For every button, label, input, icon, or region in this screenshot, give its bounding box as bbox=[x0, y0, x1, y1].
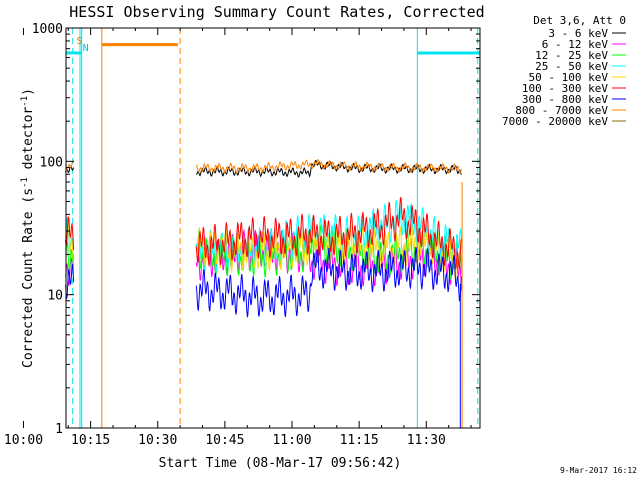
legend-label: 50 - 100 keV bbox=[529, 71, 609, 84]
x-tick-label: 11:30 bbox=[407, 433, 446, 448]
y-tick-label: 100 bbox=[40, 155, 63, 170]
timestamp-stamp: 9-Mar-2017 16:12 bbox=[560, 466, 637, 475]
legend-label: 7000 - 20000 keV bbox=[502, 115, 608, 128]
y-tick-label: 1 bbox=[55, 422, 63, 437]
y-tick-label: 10 bbox=[47, 289, 63, 304]
x-axis: 10:00 10:15 10:30 10:45 11:00 11:15 11:30 bbox=[4, 28, 472, 448]
y-axis-label-close: ) bbox=[21, 88, 36, 96]
saa-flag-letter: S bbox=[77, 36, 83, 47]
x-tick-label: 11:00 bbox=[272, 433, 311, 448]
legend-label: 300 - 800 keV bbox=[522, 93, 608, 106]
series-line bbox=[65, 197, 463, 270]
y-axis-label-tail: detector bbox=[21, 107, 36, 178]
y-axis-label-sup: -1 bbox=[20, 177, 30, 188]
x-tick-label: 10:00 bbox=[4, 433, 43, 448]
legend-label: 3 - 6 keV bbox=[548, 27, 608, 40]
legend-label: 6 - 12 keV bbox=[542, 38, 609, 51]
plot-area: SN bbox=[65, 28, 480, 428]
legend-label: 800 - 7000 keV bbox=[515, 104, 608, 117]
series-lines bbox=[65, 159, 463, 428]
x-axis-label: Start Time (08-Mar-17 09:56:42) bbox=[159, 456, 402, 471]
series-line bbox=[65, 159, 463, 174]
x-tick-label: 10:15 bbox=[71, 433, 110, 448]
night-flag-letter: N bbox=[83, 43, 89, 54]
legend-title: Det 3,6, Att 0 bbox=[533, 14, 626, 27]
legend-label: 25 - 50 keV bbox=[535, 60, 608, 73]
y-axis-label-main: Corrected Count Rate (s bbox=[21, 188, 36, 368]
legend-label: 100 - 300 keV bbox=[522, 82, 608, 95]
series-line bbox=[65, 246, 463, 319]
x-tick-label: 10:45 bbox=[205, 433, 244, 448]
y-axis: 1 10 100 1000 bbox=[32, 22, 480, 437]
x-tick-label: 11:15 bbox=[340, 433, 379, 448]
plot-frame bbox=[65, 27, 481, 429]
y-axis-label: Corrected Count Rate (s-1 detector-1) bbox=[20, 88, 36, 368]
y-axis-label-sup2: -1 bbox=[20, 96, 30, 107]
y-tick-label: 1000 bbox=[32, 22, 63, 37]
legend-label: 12 - 25 keV bbox=[535, 49, 608, 62]
chart-title: HESSI Observing Summary Count Rates, Cor… bbox=[69, 3, 484, 21]
x-tick-label: 10:30 bbox=[138, 433, 177, 448]
